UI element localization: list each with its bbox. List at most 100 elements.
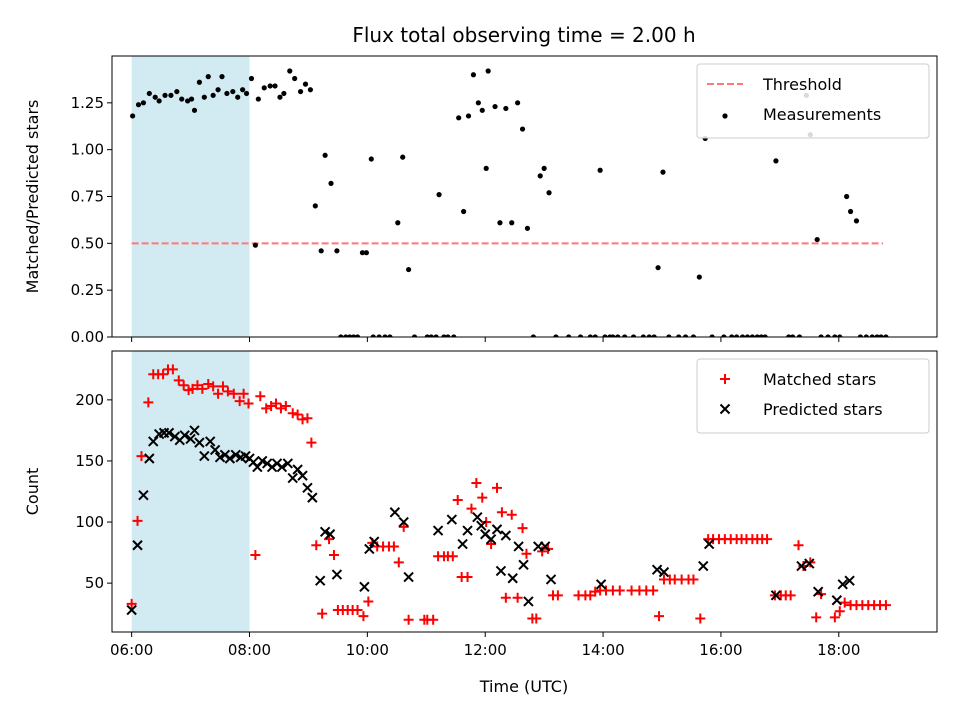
predicted-point [457,538,468,550]
measurement-point [219,74,225,80]
measurement-point [646,334,652,337]
predicted-point [287,472,298,484]
measurement-point [130,113,136,119]
measurement-point [883,334,889,337]
x-tick-label: 18:00 [817,641,860,659]
matched-point [261,403,272,414]
x-tick-label: 06:00 [110,641,153,659]
measurement-point [853,218,860,224]
predicted-point [302,482,313,494]
measurement-point [146,90,152,97]
data-points [130,68,889,337]
predicted-point [796,560,807,572]
matched-point [648,585,659,596]
measurement-point [796,334,803,337]
measurement-point [433,334,439,337]
measurement-point [485,68,491,74]
measurement-point [281,90,287,97]
measurement-point [762,334,768,337]
predicted-point [297,470,308,481]
matched-point [243,398,254,409]
matched-point [126,598,137,609]
predicted-point [331,569,343,580]
measurement-point [744,334,751,337]
matched-point [428,614,439,625]
matched-point [317,608,328,619]
matched-point [839,597,850,608]
measurement-point [156,98,162,104]
matched-point [352,605,363,616]
predicted-point [398,516,409,528]
matched-point [590,586,601,597]
measurement-point [754,334,760,337]
matched-point [255,391,266,402]
measurement-point [874,334,880,337]
measurement-point [424,334,430,337]
measurement-point [272,83,278,89]
measurement-point [312,203,318,209]
predicted-point [595,579,607,590]
matched-point [132,515,143,526]
measurement-point [248,75,255,82]
measurement-point [406,266,412,273]
matched-point [521,548,532,559]
observing-span [131,56,250,337]
measurement-point [651,334,657,337]
y-tick-label: 150 [75,452,104,470]
measurement-point [587,334,593,337]
measurement-point [441,334,447,337]
legend-label: Matched stars [763,370,876,389]
matched-point [197,383,208,394]
measurement-point [152,94,158,100]
predicted-point [324,529,336,540]
predicted-point [163,427,175,439]
matched-point [466,503,477,514]
predicted-point [545,574,557,585]
matched-point [688,574,699,585]
measurement-point [610,334,616,337]
y-tick-label: 1.25 [71,94,104,112]
predicted-point [224,453,236,464]
measurement-point [328,180,334,186]
measurement-point [436,192,442,198]
predicted-point [369,536,380,547]
matched-point [266,400,277,411]
y-tick-label: 0.00 [71,328,104,346]
measurement-point [210,92,216,98]
predicted-point [446,514,458,525]
measurement-point [302,81,309,87]
measurement-point [307,87,313,93]
measurement-point [773,158,779,164]
measurement-point [818,334,824,337]
measurement-point [592,334,598,337]
predicted-point [359,581,370,593]
predicted-point [185,433,196,445]
predicted-point [770,590,782,601]
predicted-point [495,565,507,577]
measurement-point [354,334,361,337]
data-points [126,364,891,625]
matched-point [517,523,528,534]
predicted-point [276,461,288,473]
measurement-point [205,74,211,80]
predicted-point [651,564,663,575]
predicted-point [500,530,512,541]
measurement-point [351,334,357,337]
measurement-point [470,72,477,78]
predicted-point [507,573,518,584]
legend-measurement-swatch [722,113,728,119]
matched-point [271,398,282,409]
legend-matched-swatch [720,374,730,384]
matched-point [167,364,178,375]
legend: Matched stars Predicted stars [696,358,930,434]
measurement-point [135,102,142,108]
legend-box [696,358,930,434]
legend-label: Measurements [763,105,881,124]
y-tick-label: 0.50 [71,234,104,252]
measurement-point [837,334,843,337]
matched-point [762,534,773,545]
measurement-point [185,98,191,104]
measurement-point [196,79,203,85]
measurement-point [162,92,168,98]
measurement-point [676,334,682,337]
